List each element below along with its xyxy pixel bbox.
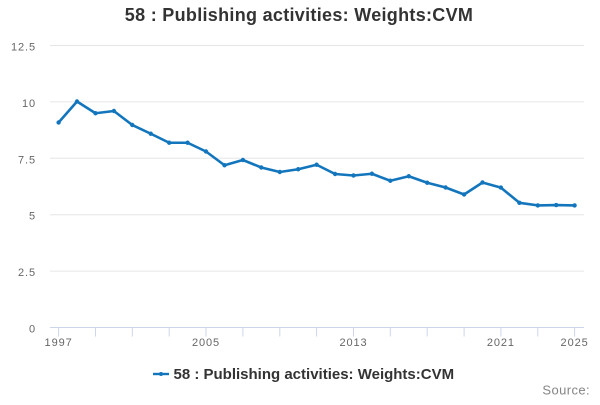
svg-text:10: 10: [22, 98, 36, 110]
svg-text:1997: 1997: [45, 337, 73, 349]
svg-text:2005: 2005: [192, 337, 220, 349]
svg-text:2013: 2013: [339, 337, 367, 349]
svg-text:5: 5: [29, 211, 36, 223]
svg-text:7.5: 7.5: [18, 154, 36, 166]
svg-text:58 : Publishing activities: We: 58 : Publishing activities: Weights:CVM: [125, 5, 473, 25]
svg-text:2025: 2025: [561, 337, 589, 349]
svg-text:2021: 2021: [487, 337, 515, 349]
svg-text:12.5: 12.5: [11, 42, 36, 54]
svg-text:2.5: 2.5: [18, 267, 36, 279]
svg-text:58 : Publishing activities: We: 58 : Publishing activities: Weights:CVM: [174, 366, 455, 383]
svg-text:0: 0: [29, 324, 36, 336]
svg-text:Source:: Source:: [542, 383, 590, 398]
